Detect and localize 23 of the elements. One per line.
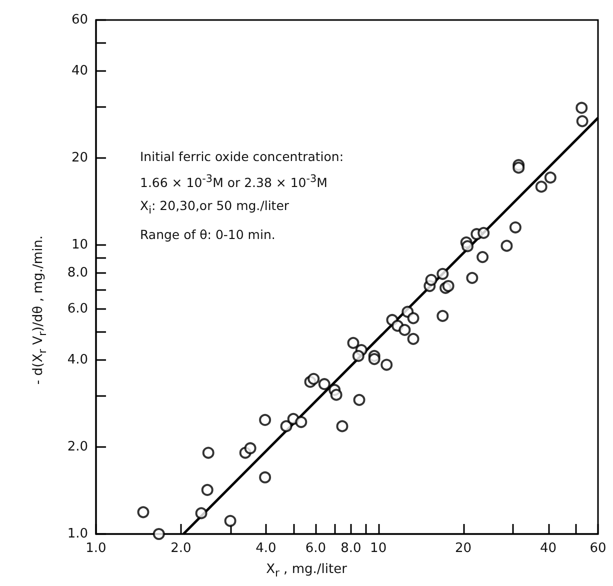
x-tick-label: 40 [540,541,557,556]
x-tick-label: 6.0 [305,541,326,556]
x-tick-label: 1.0 [86,541,106,556]
x-tick-label: 4.0 [256,541,276,556]
annotation: Initial ferric oxide concentration: [140,149,344,164]
annotation: 1.66 × 10$^{-3}$M or 2.38 × 10$^{-3}$M [140,173,328,190]
x-tick-label: 60 [590,541,606,556]
annotation: Range of θ: 0-10 min. [140,226,276,242]
x-tick-label: 8.0 [340,541,362,556]
y-tick-label: 2.0 [67,439,88,454]
y-tick-label: 1.0 [67,526,88,542]
y-tick-label: 20 [71,150,88,166]
y-tick-label: 4.0 [67,352,88,368]
annotation: X$_{i}$: 20,30,or 50 mg./liter [140,198,290,217]
y-tick-label: 8.0 [67,265,88,280]
x-tick-label: 10 [370,541,387,556]
y-tick-label: 40 [71,63,88,78]
y-tick-label: 60 [71,12,88,28]
x-tick-label: 2.0 [170,541,192,556]
x-tick-label: 20 [455,541,472,556]
y-tick-label: 10 [71,237,88,252]
y-tick-label: 6.0 [67,302,88,317]
x-axis-title: X$_{r}$ , mg./liter [265,562,348,580]
